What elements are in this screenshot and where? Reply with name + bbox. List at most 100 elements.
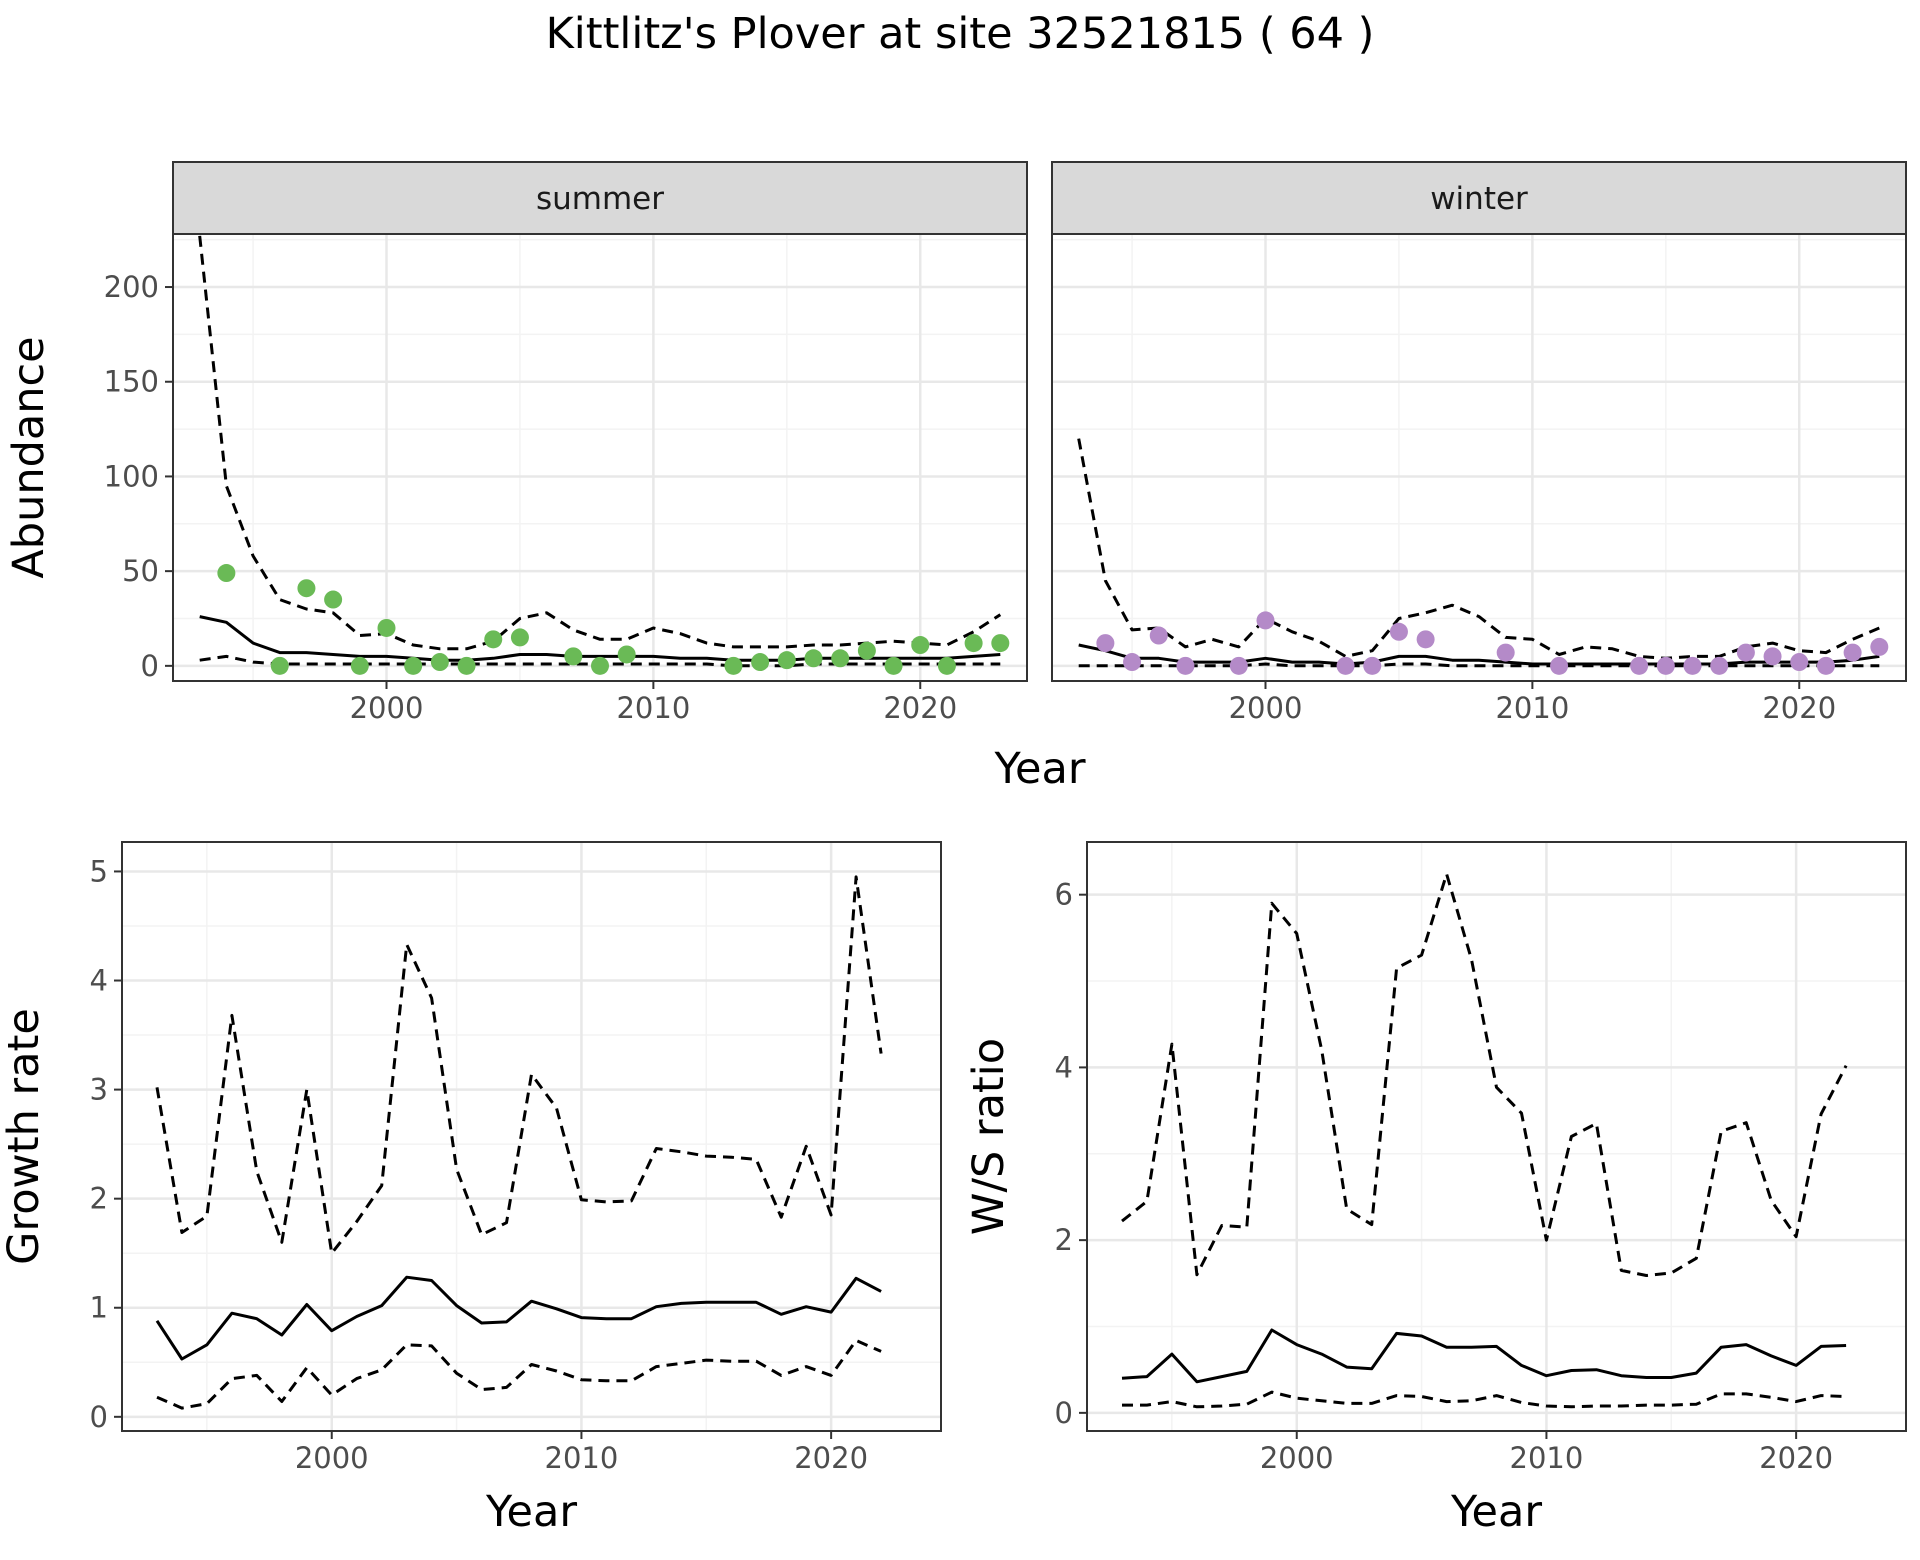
plot-background [1052,234,1906,681]
lower-bound-line [156,1339,882,1410]
observation-point [404,656,423,675]
estimate-line [1078,643,1880,666]
y-tick-label: 2 [90,1182,108,1216]
observation-point [964,634,983,653]
summer-abundance-panel: summer 2000 2010 2020 0 50 100 150 200 Abundance [4,161,1028,725]
x-tick-label: 2000 [1260,1441,1334,1475]
observation-point [804,649,823,668]
x-tick-label: 2020 [1759,1441,1833,1475]
winter-abundance-panel: winter 2000 2010 2020 [1051,161,1907,725]
facet-strip-label: winter [1430,181,1528,217]
plot-background [173,234,1027,681]
x-tick-label: 2020 [794,1441,868,1475]
y-tick-label: 5 [90,854,108,888]
growth-rate-panel: 2000 2010 2020 0 1 2 3 4 5 Growth rate Year [0,841,942,1537]
y-tick-label: 4 [90,964,108,998]
panel-border [1051,233,1907,682]
y-tick-label: 1 [90,1291,108,1325]
facet-strip-label: summer [536,181,664,217]
x-tick-label: 2000 [295,1441,369,1475]
observation-point [1096,634,1115,653]
observation-point [1496,643,1515,662]
y-tick-label: 100 [104,459,159,493]
upper-bound-line [155,875,883,1255]
observation-point [1843,643,1862,662]
observation-point [751,653,770,672]
panel-border [1086,841,1907,1432]
observation-point [1123,653,1142,672]
observation-point [1363,656,1382,675]
observation-point [430,653,449,672]
x-tick-label: 2010 [1510,1441,1584,1475]
plot-background [122,842,941,1431]
observation-point [1416,630,1435,649]
y-tick-label: 2 [1055,1223,1073,1257]
x-tick-label: 2010 [616,691,690,725]
estimate-line [1121,1328,1847,1384]
y-tick-label: 3 [90,1073,108,1107]
observation-point [1870,637,1889,656]
x-tick-label: 2020 [883,691,957,725]
observation-point [1790,653,1809,672]
observation-point [777,651,796,670]
y-tick-label: 0 [1055,1396,1073,1430]
panel-border [121,841,942,1432]
x-tick-label: 2020 [1762,691,1836,725]
observation-point [1256,611,1275,630]
observation-point [484,630,503,649]
observation-point [1656,656,1675,675]
ws-ratio-panel: 2000 2010 2020 0 2 4 6 W/S ratio Year [964,841,1907,1537]
estimate-line [155,1275,882,1361]
observation-point [1710,656,1729,675]
facet-strip [172,161,1028,235]
observation-point [617,645,636,664]
observation-point [1630,656,1649,675]
y-tick-label: 6 [1055,878,1073,912]
figure-title: Kittlitz's Plover at site 32521815 ( 64 … [546,9,1375,59]
plot-background [1087,842,1906,1431]
y-tick-label: 200 [104,270,159,304]
lower-bound-line [1078,662,1880,668]
x-tick-label: 2000 [350,691,424,725]
observation-point [937,656,956,675]
observation-point [1550,656,1569,675]
lower-bound-line [1122,1390,1847,1409]
observation-point [1229,656,1248,675]
top-x-axis-title: Year [993,744,1085,794]
y-tick-label: 0 [90,1400,108,1434]
observation-point [377,618,396,637]
x-axis-title: Year [1450,1487,1542,1537]
observation-point [457,656,476,675]
observation-point [1176,656,1195,675]
y-axis-title: Abundance [4,336,54,578]
observation-point [1336,656,1355,675]
upper-bound-line [1077,438,1880,660]
observation-point [1683,656,1702,675]
observation-point [991,634,1010,653]
panel-border [172,233,1028,682]
observation-point [911,636,930,655]
observation-point [857,641,876,660]
observation-point [510,628,529,647]
observation-point [1389,622,1408,641]
observation-point [591,656,609,675]
observation-point [831,649,850,668]
observation-point [1736,643,1755,662]
x-tick-label: 2010 [545,1441,619,1475]
observation-point [270,656,289,675]
y-tick-label: 0 [141,649,159,683]
x-tick-label: 2000 [1229,691,1303,725]
observation-point [1149,626,1168,645]
observation-point [884,656,903,675]
y-tick-label: 50 [122,554,159,588]
y-axis-title: W/S ratio [964,1038,1014,1235]
observation-point [324,590,343,609]
x-axis-title: Year [485,1487,577,1537]
observation-point [297,579,316,598]
observation-point [350,656,369,675]
observation-point [1816,656,1835,675]
y-tick-label: 150 [104,365,159,399]
facet-strip [1051,161,1907,235]
y-tick-label: 4 [1055,1050,1073,1084]
